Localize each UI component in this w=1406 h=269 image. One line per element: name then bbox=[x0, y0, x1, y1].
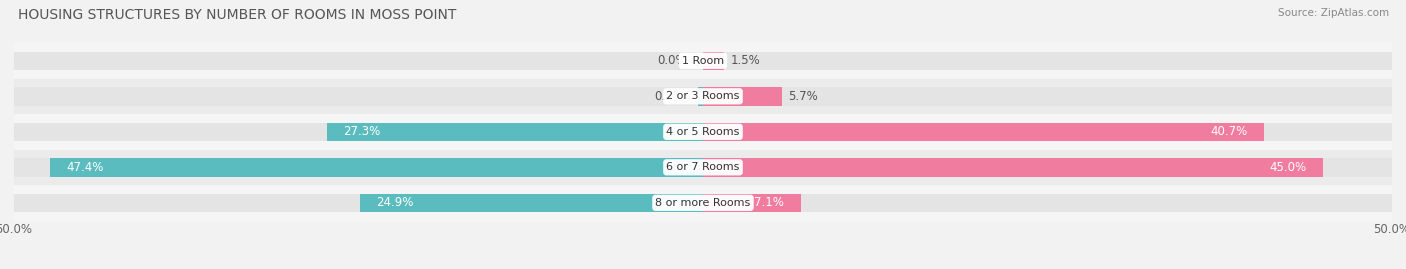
Bar bbox=[14, 52, 703, 70]
Text: 0.0%: 0.0% bbox=[657, 54, 686, 67]
Text: 4 or 5 Rooms: 4 or 5 Rooms bbox=[666, 127, 740, 137]
Bar bbox=[14, 79, 1392, 114]
Text: 7.1%: 7.1% bbox=[755, 196, 785, 209]
Bar bbox=[14, 158, 703, 176]
Bar bbox=[703, 87, 1392, 105]
Bar bbox=[360, 194, 703, 212]
Bar bbox=[703, 194, 801, 212]
Text: 1 Room: 1 Room bbox=[682, 56, 724, 66]
Text: 40.7%: 40.7% bbox=[1211, 125, 1247, 138]
Text: 1.5%: 1.5% bbox=[731, 54, 761, 67]
Text: 47.4%: 47.4% bbox=[66, 161, 104, 174]
Bar bbox=[14, 43, 1392, 79]
Text: 8 or more Rooms: 8 or more Rooms bbox=[655, 198, 751, 208]
Bar bbox=[49, 158, 703, 176]
Bar bbox=[703, 123, 1392, 141]
Bar bbox=[697, 87, 703, 105]
Bar bbox=[703, 194, 1392, 212]
Bar bbox=[703, 158, 1392, 176]
Text: 24.9%: 24.9% bbox=[377, 196, 413, 209]
Bar bbox=[14, 87, 703, 105]
Bar bbox=[14, 123, 703, 141]
Bar bbox=[14, 150, 1392, 185]
Bar bbox=[703, 52, 1392, 70]
Text: 5.7%: 5.7% bbox=[789, 90, 818, 103]
Text: 0.38%: 0.38% bbox=[654, 90, 690, 103]
Text: 6 or 7 Rooms: 6 or 7 Rooms bbox=[666, 162, 740, 172]
Bar bbox=[703, 87, 782, 105]
Text: 2 or 3 Rooms: 2 or 3 Rooms bbox=[666, 91, 740, 101]
Text: HOUSING STRUCTURES BY NUMBER OF ROOMS IN MOSS POINT: HOUSING STRUCTURES BY NUMBER OF ROOMS IN… bbox=[18, 8, 457, 22]
Text: Source: ZipAtlas.com: Source: ZipAtlas.com bbox=[1278, 8, 1389, 18]
Bar bbox=[14, 194, 703, 212]
Bar bbox=[703, 123, 1264, 141]
Bar bbox=[14, 114, 1392, 150]
Bar bbox=[14, 185, 1392, 221]
Text: 27.3%: 27.3% bbox=[343, 125, 381, 138]
Text: 45.0%: 45.0% bbox=[1270, 161, 1306, 174]
Bar bbox=[703, 158, 1323, 176]
Bar bbox=[326, 123, 703, 141]
Bar bbox=[703, 52, 724, 70]
